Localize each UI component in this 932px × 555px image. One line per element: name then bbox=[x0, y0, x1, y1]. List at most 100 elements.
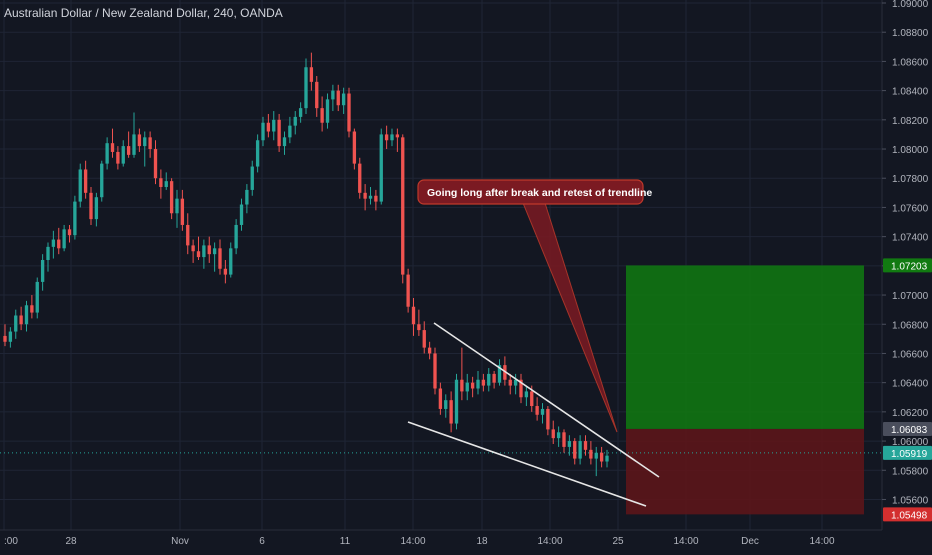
candle-body bbox=[444, 400, 448, 409]
candle bbox=[67, 224, 72, 243]
candle-body bbox=[352, 131, 357, 164]
candle bbox=[40, 254, 45, 291]
candle-body bbox=[320, 108, 324, 123]
candle-body bbox=[390, 134, 394, 141]
candle-body bbox=[169, 181, 174, 214]
candle-body bbox=[540, 408, 545, 415]
price-tick-label: 1.08800 bbox=[892, 28, 929, 39]
candle-body bbox=[304, 67, 308, 109]
candle bbox=[465, 373, 469, 401]
time-tick-label: 6 bbox=[259, 536, 265, 547]
price-tick-label: 1.07800 bbox=[892, 174, 929, 185]
candle-body bbox=[556, 432, 561, 439]
candle bbox=[578, 435, 582, 465]
candle-body bbox=[89, 192, 93, 220]
candle-body bbox=[605, 455, 609, 462]
candle bbox=[583, 435, 588, 456]
candle-body bbox=[379, 134, 383, 202]
candle-body bbox=[143, 137, 147, 147]
candle-body bbox=[341, 93, 346, 106]
candle-body bbox=[83, 169, 88, 193]
price-tick-label: 1.07600 bbox=[892, 203, 929, 214]
annotation-callout[interactable]: Going long after break and retest of tre… bbox=[417, 179, 652, 433]
candle-body bbox=[438, 388, 443, 409]
candle bbox=[438, 382, 443, 415]
candle bbox=[250, 160, 254, 196]
candle-body bbox=[282, 137, 287, 147]
candle bbox=[347, 87, 351, 138]
candle bbox=[35, 277, 39, 319]
candle bbox=[594, 446, 598, 477]
candle bbox=[143, 131, 147, 167]
candle-body bbox=[470, 382, 475, 389]
candle-body bbox=[35, 281, 39, 313]
candle-body bbox=[51, 239, 56, 247]
candle bbox=[449, 391, 453, 433]
candle bbox=[325, 93, 330, 129]
candle bbox=[508, 373, 512, 395]
candle bbox=[57, 227, 61, 255]
candle-body bbox=[239, 204, 244, 225]
candle-body bbox=[460, 379, 464, 392]
position-zones bbox=[0, 265, 882, 515]
candle bbox=[132, 112, 136, 158]
price-tick-label: 1.05800 bbox=[892, 466, 929, 477]
candle bbox=[78, 163, 82, 208]
candle bbox=[137, 128, 142, 152]
candle-body bbox=[229, 248, 233, 275]
price-tick-label: 1.08600 bbox=[892, 57, 929, 68]
candle-body bbox=[325, 99, 330, 123]
candle bbox=[100, 160, 104, 202]
trendlines-layer bbox=[407, 322, 660, 507]
candle-body bbox=[347, 93, 351, 132]
candle-body bbox=[94, 197, 99, 220]
candle bbox=[605, 449, 609, 468]
price-marker: 1.05498 bbox=[883, 507, 932, 522]
candle bbox=[126, 131, 131, 158]
candle bbox=[19, 306, 23, 331]
candle-body bbox=[159, 178, 163, 187]
candle-body bbox=[175, 198, 179, 214]
candle-body bbox=[406, 274, 410, 307]
candle-body bbox=[578, 441, 582, 459]
price-tick-label: 1.08200 bbox=[892, 116, 929, 127]
candle-body bbox=[164, 181, 168, 187]
candle-body bbox=[374, 195, 378, 202]
candle-body bbox=[207, 245, 211, 255]
candle bbox=[352, 128, 357, 170]
candle bbox=[309, 52, 314, 91]
candle bbox=[24, 300, 29, 332]
candle bbox=[277, 113, 281, 152]
candle-body bbox=[401, 137, 405, 275]
candle bbox=[427, 341, 432, 360]
candle-body bbox=[411, 306, 416, 325]
price-marker-bg bbox=[883, 421, 932, 436]
candle bbox=[46, 242, 50, 272]
price-tick-label: 1.08000 bbox=[892, 145, 929, 156]
candle-body bbox=[234, 224, 238, 249]
candle-body bbox=[573, 441, 577, 459]
candle bbox=[229, 242, 233, 278]
candle-body bbox=[212, 248, 217, 255]
price-axis[interactable]: 1.09000 1.08800 1.08600 1.08400 1.08200 1.080… bbox=[881, 0, 932, 530]
price-tick-label: 1.08400 bbox=[892, 87, 929, 98]
price-tick-label: 1.05600 bbox=[892, 495, 929, 506]
candle-body bbox=[368, 195, 373, 199]
candle bbox=[255, 134, 260, 173]
candle bbox=[207, 236, 211, 263]
price-marker: 1.06083 bbox=[883, 421, 932, 436]
candle bbox=[298, 102, 303, 123]
candle-body bbox=[132, 134, 136, 155]
time-axis[interactable]: :00 28 Nov 6 11 14:00 18 14:00 25 14:00 Dec 14:00 bbox=[0, 529, 932, 550]
candle-body bbox=[116, 151, 120, 164]
candle-body bbox=[293, 116, 297, 126]
chart-title: Australian Dollar / New Zealand Dollar, … bbox=[4, 6, 283, 20]
candle-body bbox=[186, 224, 190, 246]
candle bbox=[535, 397, 539, 421]
candle-body bbox=[255, 140, 260, 167]
candle bbox=[212, 242, 217, 272]
candle bbox=[245, 184, 249, 214]
candle bbox=[116, 146, 120, 170]
price-marker-label: 1.07203 bbox=[891, 261, 928, 272]
